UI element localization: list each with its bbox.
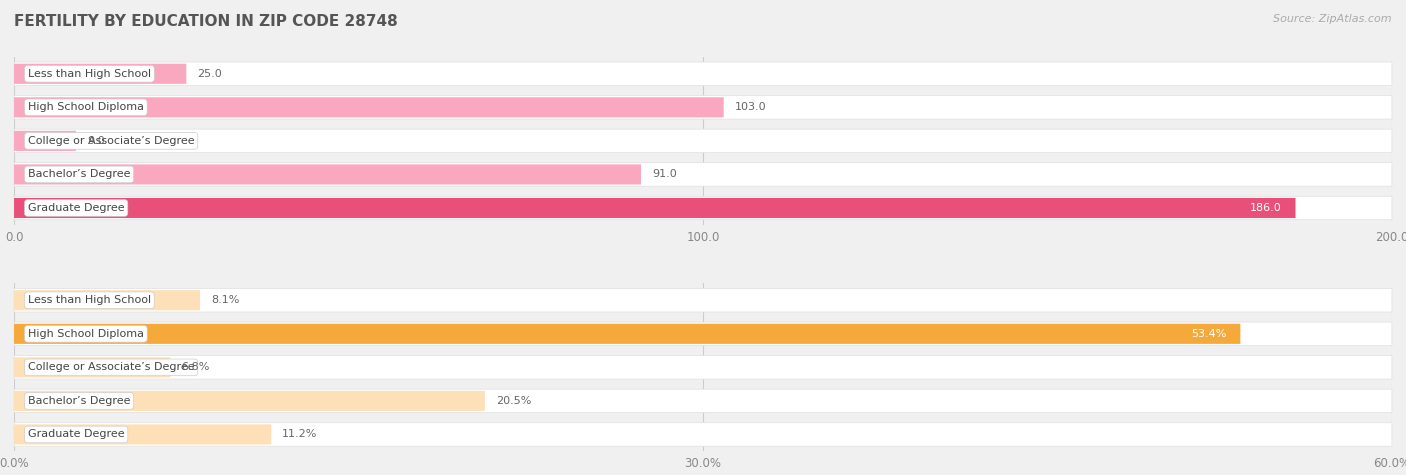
FancyBboxPatch shape bbox=[14, 290, 200, 310]
Text: 25.0: 25.0 bbox=[197, 69, 222, 79]
Text: 6.8%: 6.8% bbox=[181, 362, 209, 372]
FancyBboxPatch shape bbox=[14, 423, 1392, 446]
Text: Less than High School: Less than High School bbox=[28, 69, 150, 79]
Text: 186.0: 186.0 bbox=[1250, 203, 1282, 213]
Text: Source: ZipAtlas.com: Source: ZipAtlas.com bbox=[1274, 14, 1392, 24]
Text: 8.1%: 8.1% bbox=[211, 295, 239, 305]
FancyBboxPatch shape bbox=[14, 322, 1392, 345]
FancyBboxPatch shape bbox=[14, 131, 76, 151]
Text: 53.4%: 53.4% bbox=[1191, 329, 1226, 339]
FancyBboxPatch shape bbox=[14, 324, 1240, 344]
FancyBboxPatch shape bbox=[14, 198, 1295, 218]
FancyBboxPatch shape bbox=[14, 389, 1392, 413]
Text: 11.2%: 11.2% bbox=[283, 429, 318, 439]
FancyBboxPatch shape bbox=[14, 391, 485, 411]
Text: College or Associate’s Degree: College or Associate’s Degree bbox=[28, 136, 194, 146]
Text: 9.0: 9.0 bbox=[87, 136, 105, 146]
FancyBboxPatch shape bbox=[14, 424, 271, 445]
Text: FERTILITY BY EDUCATION IN ZIP CODE 28748: FERTILITY BY EDUCATION IN ZIP CODE 28748 bbox=[14, 14, 398, 29]
Text: Less than High School: Less than High School bbox=[28, 295, 150, 305]
FancyBboxPatch shape bbox=[14, 129, 1392, 152]
FancyBboxPatch shape bbox=[14, 97, 724, 117]
FancyBboxPatch shape bbox=[14, 164, 641, 184]
Text: 20.5%: 20.5% bbox=[496, 396, 531, 406]
Text: Graduate Degree: Graduate Degree bbox=[28, 203, 125, 213]
Text: College or Associate’s Degree: College or Associate’s Degree bbox=[28, 362, 194, 372]
FancyBboxPatch shape bbox=[14, 357, 170, 378]
FancyBboxPatch shape bbox=[14, 95, 1392, 119]
Text: Graduate Degree: Graduate Degree bbox=[28, 429, 125, 439]
Text: 103.0: 103.0 bbox=[735, 102, 766, 112]
FancyBboxPatch shape bbox=[14, 288, 1392, 312]
FancyBboxPatch shape bbox=[14, 356, 1392, 379]
Text: 91.0: 91.0 bbox=[652, 170, 676, 180]
FancyBboxPatch shape bbox=[14, 196, 1392, 220]
Text: Bachelor’s Degree: Bachelor’s Degree bbox=[28, 170, 131, 180]
FancyBboxPatch shape bbox=[14, 163, 1392, 186]
FancyBboxPatch shape bbox=[14, 64, 186, 84]
FancyBboxPatch shape bbox=[14, 62, 1392, 86]
Text: High School Diploma: High School Diploma bbox=[28, 102, 143, 112]
Text: High School Diploma: High School Diploma bbox=[28, 329, 143, 339]
Text: Bachelor’s Degree: Bachelor’s Degree bbox=[28, 396, 131, 406]
